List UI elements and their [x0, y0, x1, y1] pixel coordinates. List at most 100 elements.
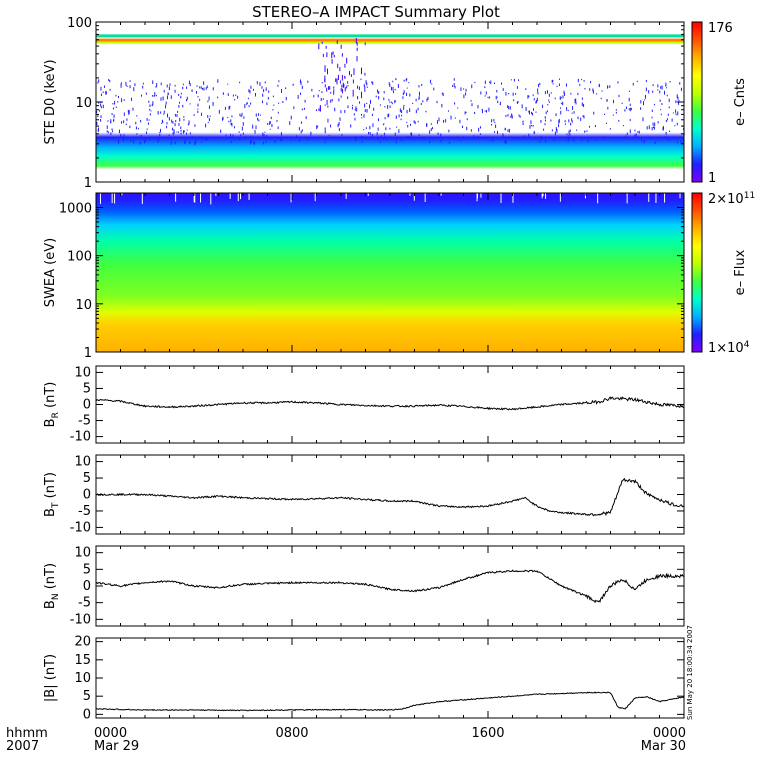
ste-pixel [206, 137, 208, 141]
ste-pixel [157, 110, 159, 115]
ste-pixel [370, 99, 372, 104]
ste-pixel [615, 111, 617, 114]
swea-gap [240, 193, 242, 200]
ste-pixel [269, 121, 271, 125]
ste-pixel [170, 141, 172, 145]
ste-pixel [191, 135, 193, 138]
ste-pixel [626, 132, 628, 135]
y-axis-label: BR (nT) [43, 382, 61, 428]
ste-burst-pixel [356, 42, 358, 46]
ste-pixel [354, 108, 356, 111]
ste-pixel [175, 120, 177, 123]
ste-pixel [371, 113, 373, 116]
y-axis-label: SWEA (eV) [43, 238, 58, 307]
ste-pixel [313, 95, 315, 98]
ste-pixel [636, 80, 638, 82]
ste-pixel [665, 82, 667, 87]
ste-pixel [163, 110, 165, 114]
ste-pixel [172, 121, 174, 124]
ste-burst-pixel [317, 94, 319, 98]
ste-pixel [168, 134, 170, 137]
ste-pixel [189, 103, 191, 105]
ste-pixel [246, 102, 248, 104]
ste-pixel [630, 107, 632, 112]
ste-pixel [563, 90, 565, 94]
ste-pixel [516, 86, 518, 89]
y-tick-label: 20 [74, 635, 91, 650]
ste-pixel [382, 124, 384, 126]
ste-pixel [532, 125, 534, 127]
swea-gap [597, 193, 599, 204]
ste-pixel [389, 127, 391, 130]
ste-pixel [281, 138, 283, 142]
swea-gap [409, 193, 411, 196]
ste-pixel [569, 133, 571, 136]
ste-pixel [159, 128, 161, 133]
ste-pixel [186, 96, 188, 100]
ste-pixel [668, 106, 670, 109]
ste-pixel [676, 94, 678, 98]
ste-pixel [182, 104, 184, 108]
ste-pixel [564, 120, 566, 123]
ste-burst-pixel [350, 74, 352, 77]
ste-pixel [333, 86, 335, 89]
ste-pixel [189, 83, 191, 86]
ste-pixel [179, 117, 181, 122]
ste-pixel [391, 102, 393, 105]
ste-pixel [499, 101, 501, 105]
ste-pixel [100, 115, 102, 118]
ste-pixel [202, 87, 204, 90]
ste-pixel [146, 131, 148, 135]
ste-pixel [524, 135, 526, 138]
ste-pixel [567, 109, 569, 112]
ste-pixel [250, 135, 252, 139]
ste-pixel [398, 129, 400, 133]
swea-gap [314, 193, 316, 202]
ste-burst-pixel [341, 74, 343, 81]
ste-pixel [123, 134, 125, 138]
ste-pixel [217, 79, 219, 83]
ste-pixel [375, 95, 377, 98]
ste-pixel [176, 131, 178, 133]
ste-burst-pixel [331, 52, 333, 59]
ste-pixel [173, 130, 175, 134]
ste-pixel [188, 120, 190, 125]
ste-pixel [373, 107, 375, 111]
ste-pixel [580, 117, 582, 121]
ste-pixel [209, 115, 211, 117]
ste-pixel [258, 119, 260, 122]
swea-gap [290, 193, 292, 203]
ste-pixel [575, 101, 577, 105]
ste-pixel [356, 108, 358, 112]
ste-pixel [429, 130, 431, 134]
ste-pixel [270, 116, 272, 120]
ste-pixel [584, 88, 586, 90]
ste-pixel [212, 101, 214, 106]
ste-pixel [555, 113, 557, 117]
ste-pixel [583, 115, 585, 119]
ste-burst-pixel [346, 57, 348, 64]
ste-pixel [542, 104, 544, 109]
ste-pixel [133, 140, 135, 144]
y-tick-label: 10 [74, 455, 91, 470]
ste-pixel [426, 123, 428, 127]
ste-pixel [182, 130, 184, 134]
ste-pixel [405, 78, 407, 82]
ste-pixel [232, 134, 234, 137]
ste-burst-pixel [333, 55, 335, 58]
ste-pixel [379, 137, 381, 140]
ste-pixel [532, 108, 534, 111]
ste-pixel [125, 123, 127, 126]
ste-pixel [401, 109, 403, 114]
ste-pixel [454, 117, 456, 119]
ste-pixel [495, 124, 497, 128]
ste-pixel [377, 118, 379, 122]
ste-pixel [454, 86, 456, 89]
ste-pixel [436, 100, 438, 104]
ste-burst-pixel [318, 43, 320, 50]
ste-pixel [115, 106, 117, 108]
ste-pixel [457, 107, 459, 109]
swea-gap [679, 193, 681, 199]
ste-pixel [316, 109, 318, 112]
